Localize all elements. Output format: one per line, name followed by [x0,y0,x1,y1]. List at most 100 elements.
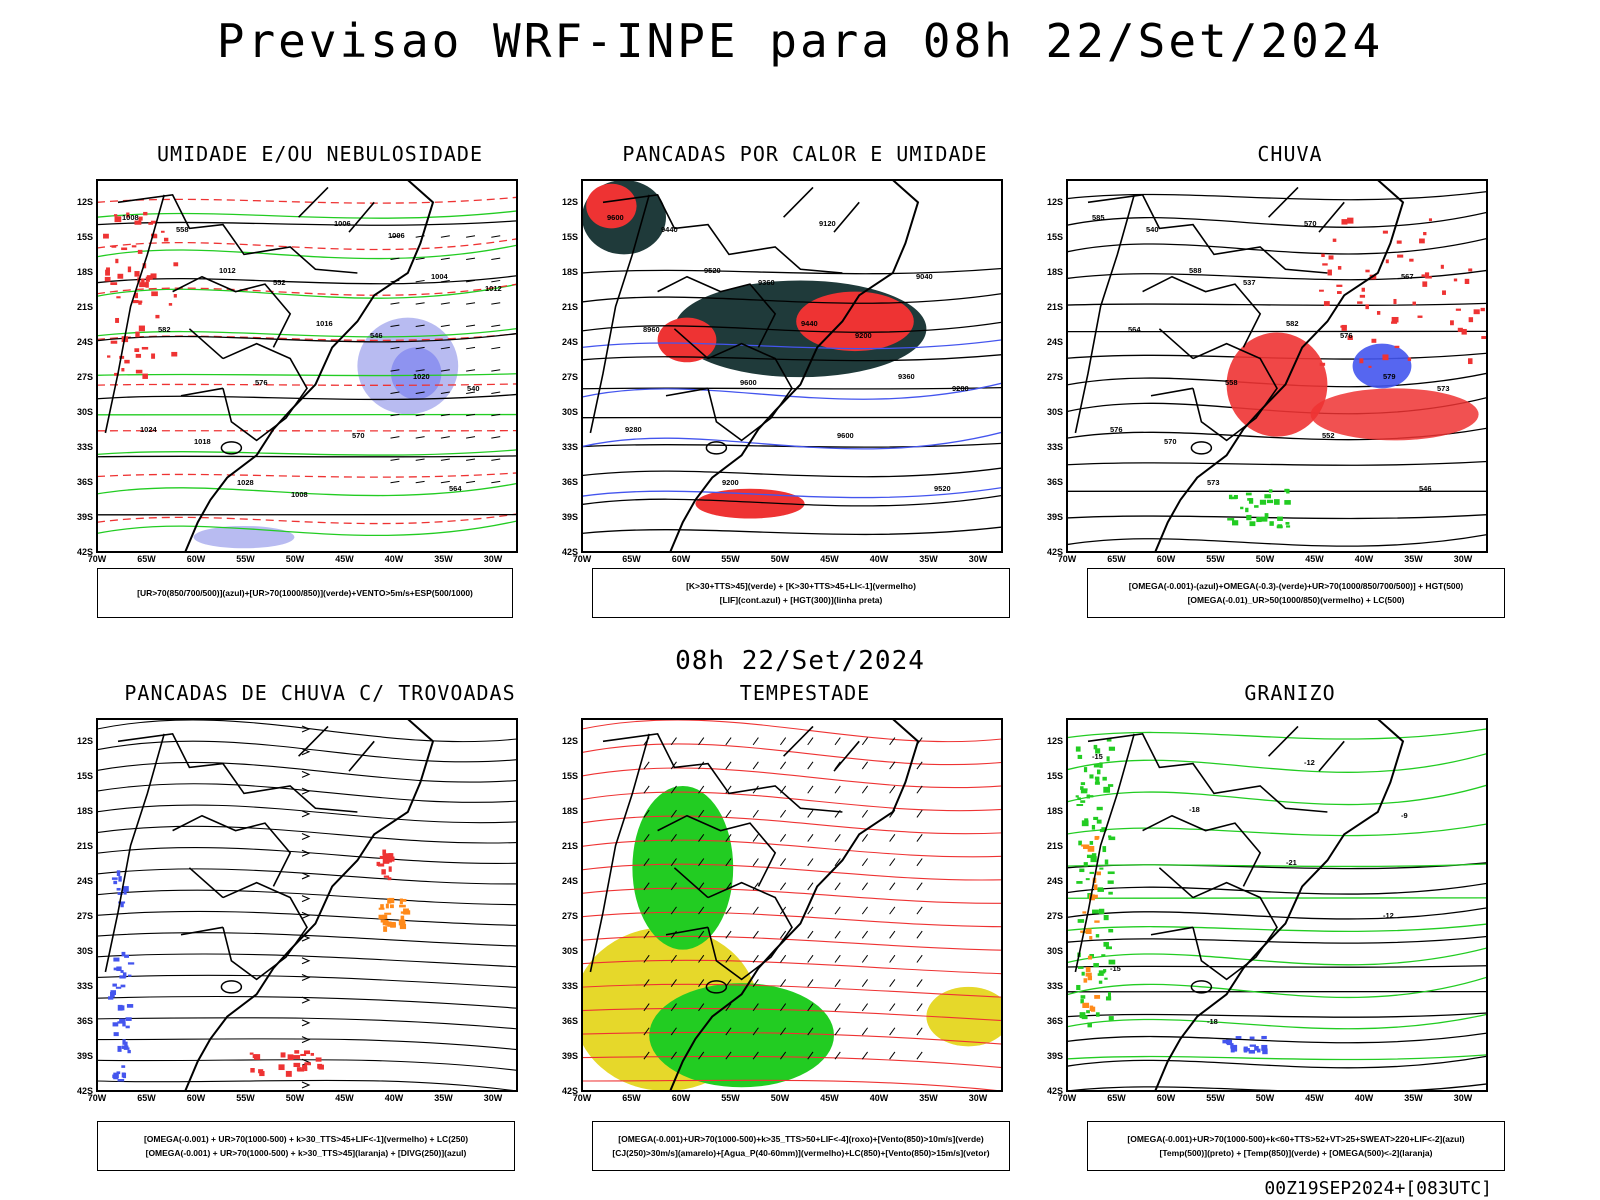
temp850-contour-green [1096,806,1103,811]
lat-tick-label: 39S [77,512,93,522]
contour-label: 573 [1207,478,1220,487]
wind-vector [415,279,425,283]
wind-vector [643,761,650,770]
contour-label: 546 [1419,484,1432,493]
panel-tempestade: TEMPESTADE 12S 15S 18S 21S 24S 27S 30S 33S 36S 39… [555,681,1055,1151]
temp850-contour-green [1093,764,1100,768]
temp850-contour-green [1089,841,1094,845]
lat-tick-label: 12S [77,197,93,207]
lat-tick-label: 30S [562,946,578,956]
omega-shading-green [1232,520,1239,526]
thickness-contour-red [151,291,158,297]
divergence-shading-blue [123,890,127,895]
rain-shading-red [1473,309,1480,315]
divergence-shading-blue [119,975,126,979]
wind-vector [725,1027,732,1036]
thickness-contour-red [131,245,137,248]
lon-tick-label: 60W [187,1093,206,1103]
temp850-contour-green [1088,795,1094,798]
temp850-contour-green [1108,891,1113,895]
hgt500-contour [1067,533,1487,547]
pancadas-shading-red [384,858,391,863]
lif-contour-blue [582,382,1002,400]
lat-tick-label: 33S [562,981,578,991]
jet-shading-yellow [926,986,1002,1047]
pancadas-shading-red [278,1064,285,1071]
legend-line: [K>30+TTS>45](verde) + [K>30+TTS>45+LI<-… [686,581,916,591]
coastline [1154,718,1405,1092]
hail-shading-blue [1261,1035,1267,1040]
contour-label: 570 [1304,219,1317,228]
wind-vector [390,391,400,394]
temp850-contour-green [1104,977,1108,980]
lon-tick-label: 50W [286,554,305,564]
contour-label: 546 [370,331,383,340]
wind-vector [889,906,896,915]
divergence-shading-blue [124,954,130,958]
wind-vector [643,954,650,963]
pancadas-shading-red [304,1062,311,1066]
map-content [582,719,1002,1091]
rain-shading-red [1319,289,1324,292]
wind-vector [725,785,732,794]
omega-shading-orange [1085,972,1092,977]
wind-vector [861,1003,869,1012]
rain-shading-red [1464,278,1470,284]
pancadas-shading-red [259,1070,265,1077]
lat-tick-label: 21S [1047,302,1063,312]
temp850-contour-green [1108,836,1116,841]
wind-vector [415,391,425,394]
rain-shading-red [1461,328,1467,335]
lon-tick-label: 55W [236,1093,255,1103]
divergence-shading-blue [117,1045,122,1052]
lon-tick-label: 50W [1256,554,1275,564]
lon-tick-label: 35W [434,554,453,564]
temp850-contour-green [1099,762,1103,768]
lat-tick-label: 18S [77,267,93,277]
lc850-streamline [582,1007,1002,1022]
wind-vector [889,979,896,987]
wind-vector [491,480,501,484]
contour-label: -12 [1304,758,1315,767]
rain-shading-red [1481,336,1487,339]
lat-tick-label: 18S [562,267,578,277]
wind-vector [889,954,896,963]
streamline-arrow [301,1081,311,1089]
wind-vector [752,1051,759,1060]
wind-vector [670,1003,677,1012]
temp850-contour-green [1099,867,1104,870]
country-border [188,328,224,360]
lat-tick-label: 21S [562,302,578,312]
k-index-shading-orange [399,904,406,908]
lc850-streamline [582,815,1002,835]
pancadas-shading-red [287,1054,294,1061]
temp850-contour-green [1077,919,1085,923]
lat-tick-label: 21S [77,841,93,851]
hail-shading-blue [1232,1044,1238,1051]
contour-label: -15 [1110,964,1121,973]
temp850-contour-green [1095,934,1100,938]
wind-vector [390,436,400,439]
map-content [582,180,1002,536]
map-svg: 9600 9520 9440 9360 9280 9200 9120 9040 8960 9600… [562,179,1003,564]
wind-vector [861,1027,869,1036]
country-border [1087,733,1328,813]
lat-tick-label: 27S [1047,372,1063,382]
temp850-contour-green [1080,995,1086,999]
divergence-shading-blue [111,877,118,880]
thickness-contour-red [134,220,142,225]
streamline-arrow [301,895,311,903]
thickness-contour-red [150,220,156,224]
k-index-shading-orange [383,926,388,932]
thickness-contour-red [143,211,148,216]
wind-vector [834,1027,841,1036]
divergence-shading-blue [110,990,117,996]
lat-tick-label: 33S [562,442,578,452]
omega-shading-orange [1083,844,1090,850]
omega-shading-orange [1082,1002,1090,1008]
rain-shading-red [1419,238,1425,244]
country-border [665,387,709,397]
wind-vector [390,302,400,305]
country-border [1142,814,1262,887]
